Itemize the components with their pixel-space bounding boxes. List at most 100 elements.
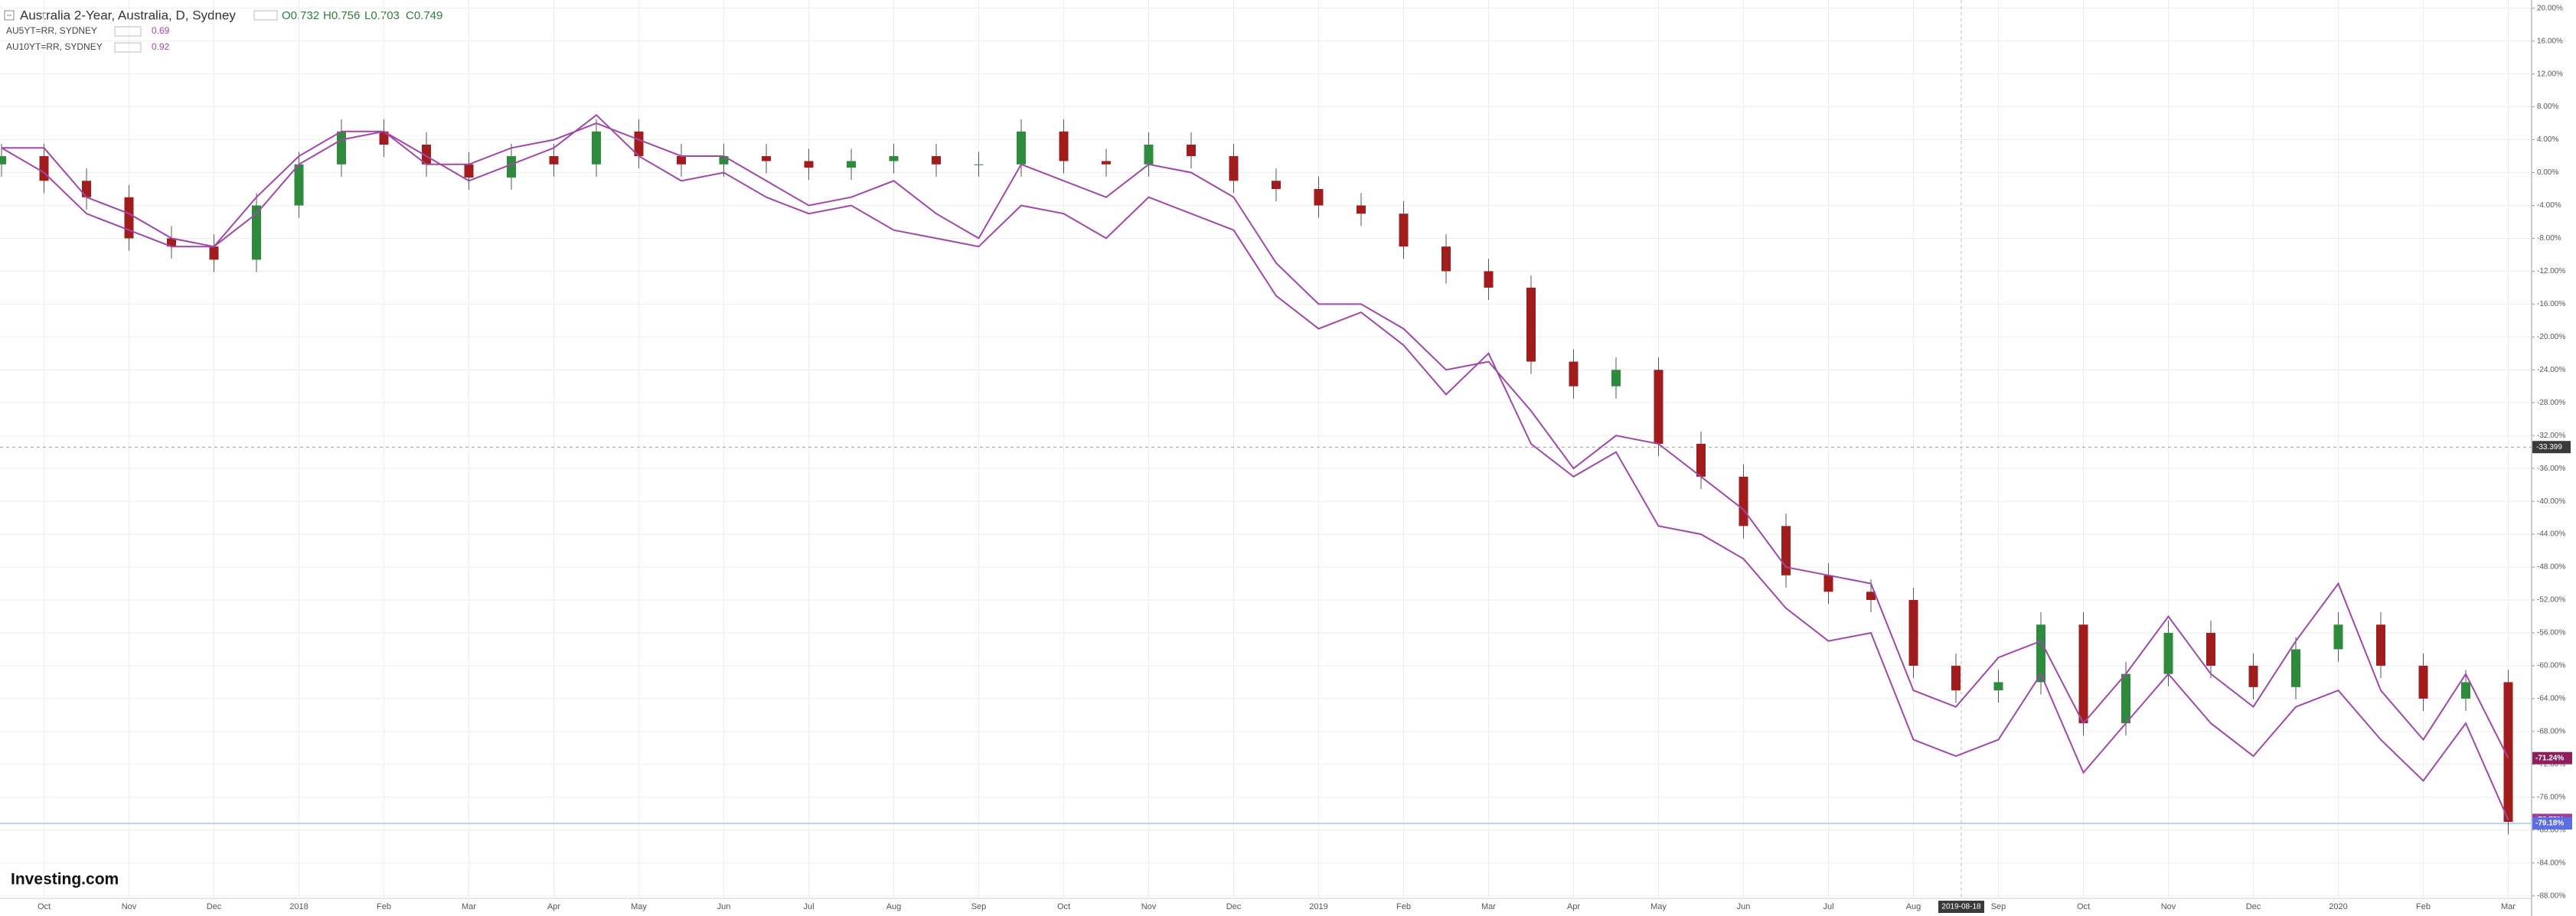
candle-body: [1866, 592, 1876, 601]
candle-body: [719, 156, 729, 165]
legend-icons: [114, 42, 142, 53]
candle-body: [124, 197, 134, 239]
price-label-box: [2532, 817, 2572, 830]
x-tick-label: Feb: [2416, 902, 2431, 911]
y-tick-label: -44.00%: [2537, 530, 2565, 539]
candle-body: [634, 131, 644, 157]
candle-body: [1908, 600, 1918, 666]
candle-body: [2418, 665, 2428, 699]
x-tick-label: Dec: [1226, 902, 1242, 911]
y-tick-label: -56.00%: [2537, 629, 2565, 637]
series-line: [2, 113, 2509, 820]
candle-body: [1399, 214, 1409, 247]
y-tick-label: 4.00%: [2537, 135, 2558, 144]
y-tick-label: -4.00%: [2537, 201, 2561, 210]
x-tick-label: 2020: [2329, 902, 2347, 911]
candle-body: [209, 246, 219, 260]
y-tick-label: -8.00%: [2537, 234, 2561, 243]
candle-body: [1102, 161, 1111, 165]
x-tick-label: Nov: [2161, 902, 2176, 911]
legend-icons: [253, 10, 278, 21]
candle-body: [1144, 144, 1154, 165]
candle-body: [2078, 624, 2088, 724]
x-tick-label: May: [631, 902, 647, 911]
candle-body: [804, 161, 814, 168]
x-tick-label: Apr: [547, 902, 560, 911]
candle-body: [1951, 665, 1961, 691]
candle-body: [889, 156, 899, 161]
x-tick-label: 2018: [289, 902, 308, 911]
candle-body: [2121, 673, 2130, 724]
crosshair-y-label: -33.399: [2536, 443, 2562, 451]
candle-body: [422, 144, 431, 165]
candle-body: [167, 238, 176, 247]
x-tick-label: Feb: [377, 902, 391, 911]
x-tick-label: Jul: [803, 902, 814, 911]
candle-body: [2248, 665, 2258, 687]
ohlc-readout: C0.749: [406, 9, 442, 22]
candle-body: [2333, 624, 2343, 650]
logo: Investing.com: [11, 871, 119, 888]
x-tick-label: Sep: [971, 902, 987, 911]
y-tick-label: -12.00%: [2537, 267, 2565, 275]
x-tick-label: Dec: [207, 902, 222, 911]
candles: [0, 119, 2513, 835]
y-tick-label: -40.00%: [2537, 497, 2565, 506]
y-tick-label: 8.00%: [2537, 103, 2558, 111]
candle-body: [1441, 246, 1451, 272]
ohlc-readout: L0.703: [364, 9, 400, 22]
x-tick-label: Aug: [1906, 902, 1921, 911]
y-tick-label: -80.00%: [2537, 826, 2565, 834]
candle-body: [1187, 144, 1196, 157]
candle-body: [1993, 682, 2003, 691]
x-tick-label: Jul: [1823, 902, 1833, 911]
candle-body: [507, 156, 516, 178]
candle-body: [1526, 287, 1536, 362]
candle-body: [592, 131, 601, 165]
candle-body: [0, 156, 6, 165]
y-tick-label: -36.00%: [2537, 465, 2565, 473]
x-tick-label: Jun: [1737, 902, 1751, 911]
ohlc-readout: H0.756: [323, 9, 360, 22]
candle-body: [2503, 682, 2513, 823]
price-label-box: [2532, 751, 2572, 764]
y-tick-label: -60.00%: [2537, 662, 2565, 670]
candle-body: [1017, 131, 1026, 165]
y-tick-label: 16.00%: [2537, 37, 2563, 45]
legend-series-name: AU5YT=RR, SYDNEY: [6, 25, 97, 36]
x-tick-label: Sep: [1991, 902, 2006, 911]
legend-title: Australia 2-Year, Australia, D, Sydney: [20, 8, 236, 22]
y-tick-label: -20.00%: [2537, 333, 2565, 341]
x-tick-label: Mar: [462, 902, 476, 911]
candle-body: [1272, 181, 1281, 189]
legend-series-name: AU10YT=RR, SYDNEY: [6, 41, 103, 52]
legend-icons: [114, 26, 142, 37]
x-tick-label: Jun: [717, 902, 731, 911]
candle-body: [1654, 370, 1663, 444]
y-tick-label: -68.00%: [2537, 728, 2565, 736]
candle-body: [1823, 575, 1833, 592]
candle-body: [1611, 370, 1621, 386]
candle-body: [1484, 271, 1494, 288]
candle-body: [1059, 131, 1069, 161]
price-label: -79.18%: [2535, 820, 2564, 828]
collapse-icon[interactable]: [4, 10, 15, 21]
series-line: [1, 122, 2509, 759]
y-tick-label: -28.00%: [2537, 399, 2565, 407]
candle-body: [2163, 632, 2173, 674]
y-tick-label: -16.00%: [2537, 300, 2565, 308]
x-tick-label: Dec: [2246, 902, 2261, 911]
crosshair-x-label: 2019-08-18: [1941, 903, 1981, 911]
y-tick-label: -84.00%: [2537, 859, 2565, 867]
candle-body: [1569, 361, 1579, 386]
candle-body: [337, 131, 346, 165]
candle-body: [252, 205, 261, 260]
x-tick-label: Oct: [38, 902, 51, 911]
y-tick-label: -52.00%: [2537, 596, 2565, 605]
legend-series-readout: 0.92: [152, 41, 170, 52]
legend-series-readout: 0.69: [152, 25, 170, 36]
candle-body: [39, 156, 49, 181]
price-label: -71.24%: [2535, 754, 2564, 762]
candle-body: [2206, 632, 2215, 666]
